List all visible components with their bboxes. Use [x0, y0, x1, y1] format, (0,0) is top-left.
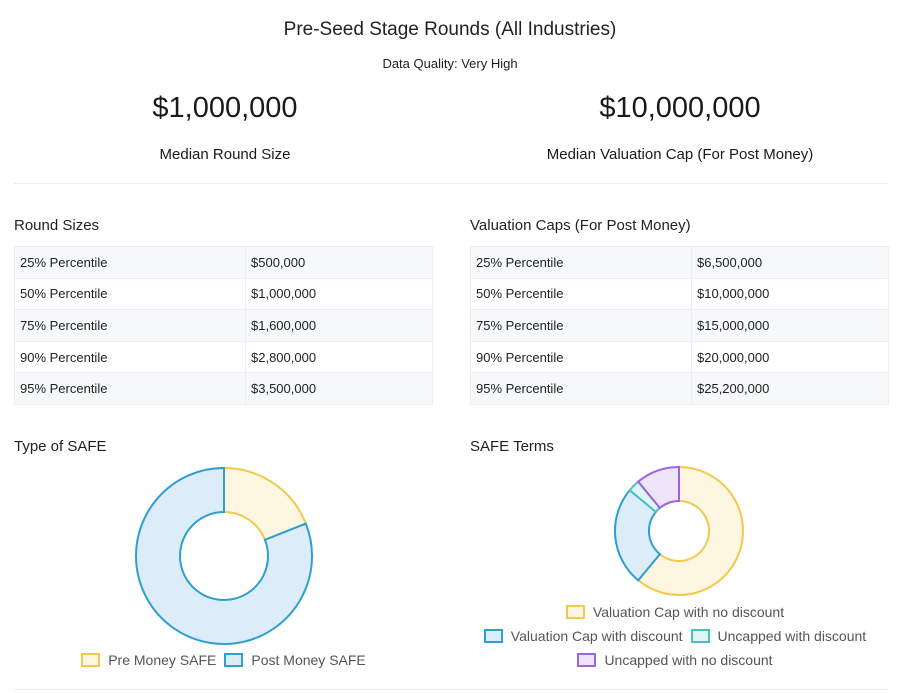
divider	[14, 183, 888, 184]
legend-item-post-money-safe[interactable]: Post Money SAFE	[224, 652, 366, 668]
divider	[14, 689, 888, 690]
legend-label: Valuation Cap with discount	[510, 628, 683, 644]
legend-label: Pre Money SAFE	[108, 652, 217, 668]
table-row: 90% Percentile $2,800,000	[14, 340, 433, 374]
median-round-size-kpi: $1,000,000 Median Round Size	[0, 92, 450, 163]
percentile-value: $15,000,000	[691, 309, 889, 342]
legend-swatch	[224, 653, 244, 667]
legend-item-valuation-cap-no-discount[interactable]: Valuation Cap with no discount	[565, 604, 785, 620]
legend-label: Uncapped with no discount	[604, 652, 773, 668]
percentile-value: $3,500,000	[245, 372, 433, 405]
legend-item-pre-money-safe[interactable]: Pre Money SAFE	[81, 652, 216, 668]
safe-terms-title: SAFE Terms	[470, 438, 554, 455]
percentile-label: 75% Percentile	[14, 309, 246, 342]
percentile-value: $20,000,000	[691, 340, 889, 374]
percentile-label: 90% Percentile	[470, 340, 692, 374]
percentile-label: 25% Percentile	[470, 246, 692, 279]
safe-terms-legend: Valuation Cap with no discount Valuation…	[455, 600, 895, 672]
percentile-value: $500,000	[245, 246, 433, 279]
table-row: 75% Percentile $15,000,000	[470, 309, 889, 342]
percentile-value: $1,600,000	[245, 309, 433, 342]
round-sizes-title: Round Sizes	[14, 217, 100, 234]
legend-item-valuation-cap-with-discount[interactable]: Valuation Cap with discount	[483, 628, 683, 644]
legend-label: Valuation Cap with no discount	[592, 604, 785, 620]
valuation-caps-table: 25% Percentile $6,500,000 50% Percentile…	[470, 246, 889, 405]
safe-terms-donut-chart	[614, 465, 744, 596]
percentile-label: 25% Percentile	[14, 246, 246, 279]
legend-item-uncapped-with-discount[interactable]: Uncapped with discount	[690, 628, 867, 644]
type-of-safe-title: Type of SAFE	[14, 438, 107, 455]
table-row: 95% Percentile $25,200,000	[470, 372, 889, 405]
legend-item-uncapped-no-discount[interactable]: Uncapped with no discount	[577, 652, 773, 668]
table-row: 25% Percentile $6,500,000	[470, 246, 889, 279]
legend-label: Post Money SAFE	[251, 652, 366, 668]
legend-swatch	[690, 629, 710, 643]
legend-swatch	[577, 653, 597, 667]
percentile-value: $2,800,000	[245, 340, 433, 374]
percentile-label: 50% Percentile	[470, 277, 692, 311]
donut-slice-uncapped-with-no-discount[interactable]	[636, 465, 680, 510]
median-valuation-cap-value: $10,000,000	[599, 92, 761, 124]
median-round-size-label: Median Round Size	[159, 146, 291, 163]
table-row: 50% Percentile $10,000,000	[470, 277, 889, 311]
percentile-value: $10,000,000	[691, 277, 889, 311]
percentile-label: 95% Percentile	[470, 372, 692, 405]
legend-swatch	[565, 605, 585, 619]
percentile-value: $6,500,000	[691, 246, 889, 279]
percentile-label: 75% Percentile	[470, 309, 692, 342]
table-row: 90% Percentile $20,000,000	[470, 340, 889, 374]
type-of-safe-donut-chart	[135, 466, 313, 645]
legend-swatch	[81, 653, 101, 667]
table-row: 75% Percentile $1,600,000	[14, 309, 433, 342]
donut-slice-post-money-safe[interactable]	[135, 466, 313, 645]
legend-label: Uncapped with discount	[717, 628, 867, 644]
donut-slice-valuation-cap-with-discount[interactable]	[614, 488, 662, 582]
legend-swatch	[483, 629, 503, 643]
valuation-caps-title: Valuation Caps (For Post Money)	[470, 217, 691, 234]
percentile-label: 50% Percentile	[14, 277, 246, 311]
percentile-value: $25,200,000	[691, 372, 889, 405]
page-title: Pre-Seed Stage Rounds (All Industries)	[283, 19, 617, 40]
percentile-label: 95% Percentile	[14, 372, 246, 405]
percentile-value: $1,000,000	[245, 277, 433, 311]
table-row: 95% Percentile $3,500,000	[14, 372, 433, 405]
percentile-label: 90% Percentile	[14, 340, 246, 374]
median-round-size-value: $1,000,000	[152, 92, 298, 124]
type-of-safe-legend: Pre Money SAFE Post Money SAFE	[14, 648, 433, 672]
median-valuation-cap-label: Median Valuation Cap (For Post Money)	[546, 146, 814, 163]
donut-slice-valuation-cap-with-no-discount[interactable]	[636, 465, 744, 596]
table-row: 50% Percentile $1,000,000	[14, 277, 433, 311]
median-valuation-cap-kpi: $10,000,000 Median Valuation Cap (For Po…	[455, 92, 900, 163]
round-sizes-table: 25% Percentile $500,000 50% Percentile $…	[14, 246, 433, 405]
data-quality-label: Data Quality: Very High	[382, 56, 518, 71]
table-row: 25% Percentile $500,000	[14, 246, 433, 279]
